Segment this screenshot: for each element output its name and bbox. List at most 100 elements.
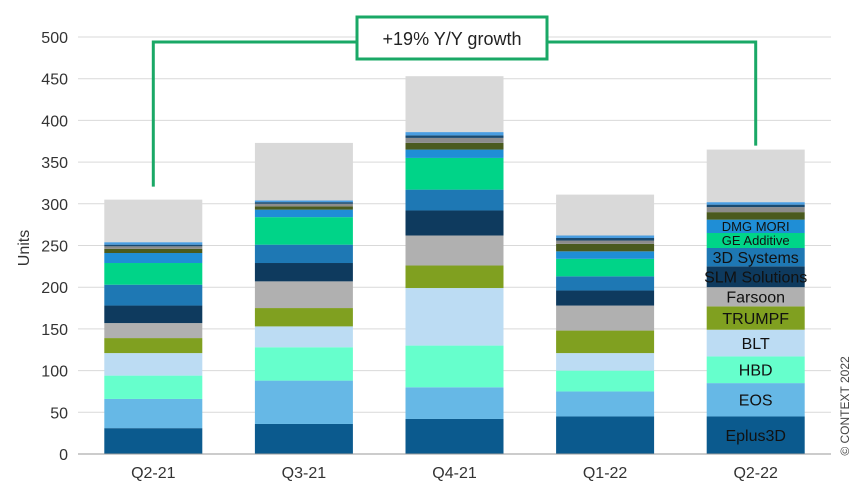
- bar-segment: [405, 210, 504, 236]
- bars: [104, 76, 805, 454]
- bar-segment: [556, 330, 655, 354]
- copyright-note: © CONTEXT 2022: [838, 356, 852, 456]
- bar-segment: [706, 207, 805, 213]
- bar-segment: [556, 240, 655, 244]
- bar-segment: [405, 142, 504, 150]
- bar-segment: [706, 232, 805, 249]
- bar-segment: [254, 380, 353, 424]
- bar-segment: [405, 418, 504, 454]
- bar-segment: [556, 391, 655, 417]
- bar-segment: [405, 288, 504, 346]
- bar-segment: [556, 251, 655, 259]
- bar-segment: [254, 308, 353, 327]
- growth-annotation-text: +19% Y/Y growth: [383, 29, 522, 49]
- bar-segment: [556, 194, 655, 236]
- bar-segment: [405, 387, 504, 419]
- bar-segment: [405, 76, 504, 133]
- bar-segment: [104, 353, 203, 376]
- bar-segment: [104, 428, 203, 454]
- bar-segment: [405, 157, 504, 190]
- bar-segment: [104, 263, 203, 285]
- bar-segment: [254, 203, 353, 207]
- bar-segment: [405, 135, 504, 138]
- y-tick-label: 350: [41, 155, 68, 172]
- bar-segment: [254, 206, 353, 210]
- bar-segment: [556, 305, 655, 331]
- x-tick-label: Q1-22: [583, 465, 628, 482]
- bar-segment: [104, 242, 203, 245]
- y-tick-label: 450: [41, 72, 68, 89]
- bar-segment: [405, 345, 504, 388]
- bar-segment: [706, 212, 805, 220]
- y-axis-label: Units: [16, 230, 33, 266]
- bar-segment: [706, 329, 805, 357]
- bar-segment: [405, 265, 504, 289]
- segment-label: EOS: [739, 393, 773, 410]
- bar-segment: [104, 323, 203, 339]
- segment-label: Farsoon: [726, 290, 785, 307]
- bar-segment: [254, 244, 353, 264]
- y-tick-label: 100: [41, 364, 68, 381]
- bar-segment: [254, 142, 353, 201]
- bar-segment: [254, 326, 353, 348]
- bar-segment: [104, 248, 203, 254]
- bar-segment: [104, 398, 203, 429]
- x-axis-ticks: Q2-21 Q3-21 Q4-21 Q1-22 Q2-22: [131, 465, 778, 482]
- bar-segment: [254, 209, 353, 218]
- bar-segment: [254, 217, 353, 245]
- x-tick-label: Q3-21: [282, 465, 327, 482]
- bar-segment: [706, 204, 805, 208]
- bar-segment: [556, 237, 655, 241]
- bar-segment: [556, 243, 655, 252]
- bar-segment: [254, 200, 353, 203]
- segment-label: DMG MORI: [722, 219, 790, 234]
- y-tick-label: 400: [41, 113, 68, 130]
- bar-segment: [405, 132, 504, 136]
- bar-segment: [556, 258, 655, 277]
- bar-segment: [556, 416, 655, 454]
- bar-segment: [556, 235, 655, 238]
- bar-segment: [706, 149, 805, 203]
- y-tick-label: 200: [41, 280, 68, 297]
- bar-segment: [104, 253, 203, 264]
- y-tick-label: 50: [50, 405, 68, 422]
- bar-segment: [706, 266, 805, 288]
- bar-segment: [104, 338, 203, 354]
- bar-segment: [405, 189, 504, 211]
- bar-segment: [556, 276, 655, 291]
- y-tick-label: 300: [41, 197, 68, 214]
- growth-annotation: +19% Y/Y growth: [151, 15, 758, 187]
- x-tick-label: Q4-21: [432, 465, 477, 482]
- y-tick-label: 150: [41, 322, 68, 339]
- bar-segment: [556, 290, 655, 306]
- bar-segment: [706, 416, 805, 454]
- y-tick-label: 0: [59, 447, 68, 464]
- bar-segment: [254, 281, 353, 309]
- bar-segment: [104, 199, 203, 243]
- segment-label: BLT: [742, 336, 770, 353]
- bar-segment: [706, 356, 805, 384]
- bar-segment: [706, 248, 805, 267]
- bar-segment: [405, 235, 504, 266]
- x-tick-label: Q2-22: [733, 465, 778, 482]
- bar-segment: [104, 244, 203, 247]
- bar-segment: [706, 219, 805, 233]
- bar-segment: [556, 353, 655, 371]
- y-tick-label: 250: [41, 239, 68, 256]
- bar-segment: [254, 263, 353, 282]
- segment-label: SLM Solutions: [704, 270, 807, 287]
- bar-segment: [556, 370, 655, 392]
- bar-segment: [104, 375, 203, 399]
- segment-label: 3D Systems: [713, 250, 799, 267]
- segment-label: Eplus3D: [725, 428, 785, 445]
- bar-segment: [405, 149, 504, 158]
- bar-segment: [706, 202, 805, 205]
- bar-segment: [706, 287, 805, 307]
- bar-segment: [706, 306, 805, 330]
- y-tick-label: 500: [41, 30, 68, 47]
- segment-labels: Eplus3D EOS HBD BLT TRUMPF Farsoon SLM Solutio…: [704, 219, 807, 445]
- segment-label: GE Additive: [722, 233, 790, 248]
- y-axis-ticks: 0 50 100 150 200 250 300 350 400 450 500: [41, 30, 68, 464]
- segment-label: HBD: [739, 363, 773, 380]
